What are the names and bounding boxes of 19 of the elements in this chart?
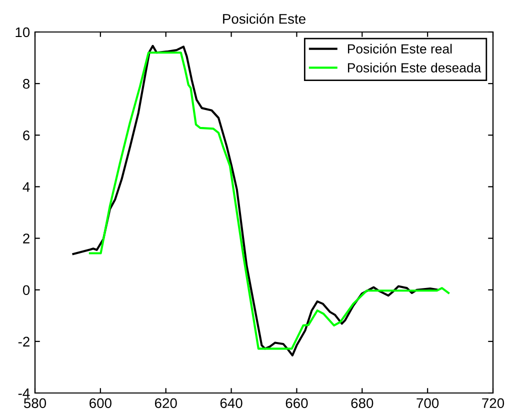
y-tick-label: 2 [23,234,30,244]
x-tick-label: 700 [416,398,439,408]
x-tick-label: 620 [154,398,177,408]
y-tick-label: 0 [22,285,30,296]
x-tick-label: 720 [482,398,504,408]
chart-title: Posición Este [223,13,306,24]
y-tick-label: 6 [23,130,30,140]
legend-label: Posición Este deseada [348,62,482,72]
x-tick-label: 600 [90,398,112,408]
y-tick-label: 10 [16,27,30,38]
legend-label: Posición Este real [348,44,452,54]
y-tick-label: 4 [22,182,30,192]
x-tick-label: 680 [351,398,374,408]
y-tick-label: -4 [18,388,30,398]
x-tick-label: 660 [286,398,308,408]
y-tick-label: -2 [18,336,30,346]
x-tick-label: 580 [24,398,46,408]
y-tick-label: 8 [23,78,30,89]
x-tick-label: 640 [220,398,242,408]
